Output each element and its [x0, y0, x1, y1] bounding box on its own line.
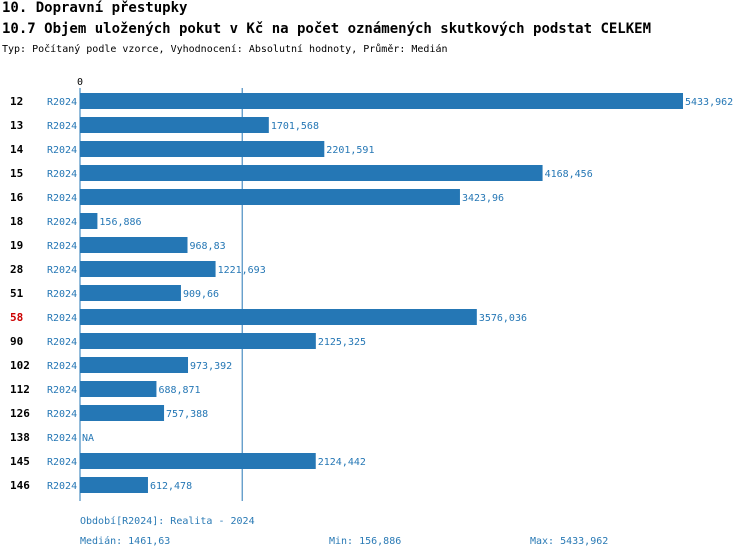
category-label: 18 [10, 215, 23, 228]
category-label: 12 [10, 95, 23, 108]
category-label: 145 [10, 455, 30, 468]
series-label: R2024 [47, 241, 77, 252]
chart-title: 10.7 Objem uložených pokut v Kč na počet… [2, 21, 652, 37]
series-label: R2024 [47, 409, 77, 420]
bar [80, 477, 148, 493]
series-label: R2024 [47, 457, 77, 468]
category-label: 102 [10, 359, 30, 372]
series-label: R2024 [47, 265, 77, 276]
category-label: 16 [10, 191, 24, 204]
category-label: 15 [10, 167, 23, 180]
footer-min: Min: 156,886 [329, 536, 402, 547]
x-axis-zero-label: 0 [77, 77, 83, 88]
bar [80, 213, 98, 229]
bar [80, 117, 269, 133]
series-label: R2024 [47, 193, 77, 204]
data-label: 1701,568 [271, 121, 319, 132]
bar [80, 93, 683, 109]
bar [80, 309, 477, 325]
category-label: 138 [10, 431, 30, 444]
data-label: 688,871 [158, 385, 200, 396]
series-label: R2024 [47, 481, 77, 492]
data-label: 757,388 [166, 409, 208, 420]
data-label: 909,66 [183, 289, 219, 300]
data-label: 2201,591 [326, 145, 374, 156]
data-label: 4168,456 [545, 169, 593, 180]
data-label: 2125,325 [318, 337, 366, 348]
series-label: R2024 [47, 361, 77, 372]
bar [80, 141, 325, 157]
category-label: 90 [10, 335, 23, 348]
category-label: 13 [10, 119, 23, 132]
series-label: R2024 [47, 433, 77, 444]
footer-period: Období[R2024]: Realita - 2024 [80, 516, 255, 527]
bar [80, 405, 165, 421]
footer-max: Max: 5433,962 [530, 536, 609, 547]
chart-meta: Typ: Počítaný podle vzorce, Vyhodnocení:… [2, 44, 448, 55]
series-label: R2024 [47, 121, 77, 132]
data-label: 3423,96 [462, 193, 504, 204]
data-label: 968,83 [190, 241, 226, 252]
series-label: R2024 [47, 217, 77, 228]
bar [80, 285, 181, 301]
category-label: 28 [10, 263, 23, 276]
data-label: 5433,962 [685, 97, 733, 108]
data-label: 3576,036 [479, 313, 527, 324]
series-label: R2024 [47, 337, 77, 348]
bar [80, 333, 316, 349]
series-label: R2024 [47, 289, 77, 300]
category-label: 19 [10, 239, 23, 252]
data-label: 1221,693 [218, 265, 266, 276]
bar [80, 237, 188, 253]
data-label: NA [82, 433, 94, 444]
bar [80, 357, 189, 373]
footer-median: Medián: 1461,63 [80, 536, 171, 547]
data-label: 612,478 [150, 481, 192, 492]
category-label: 14 [10, 143, 24, 156]
series-label: R2024 [47, 169, 77, 180]
category-label: 51 [10, 287, 24, 300]
bar [80, 165, 543, 181]
bar [80, 261, 216, 277]
series-label: R2024 [47, 385, 77, 396]
category-label: 126 [10, 407, 30, 420]
data-label: 973,392 [190, 361, 232, 372]
data-label: 156,886 [99, 217, 141, 228]
page-title: 10. Dopravní přestupky [2, 0, 188, 16]
series-label: R2024 [47, 97, 77, 108]
category-label: 112 [10, 383, 30, 396]
series-label: R2024 [47, 313, 77, 324]
data-label: 2124,442 [318, 457, 366, 468]
category-label: 146 [10, 479, 30, 492]
category-label: 58 [10, 311, 23, 324]
bar [80, 453, 316, 469]
series-label: R2024 [47, 145, 77, 156]
bar [80, 381, 157, 397]
bar [80, 189, 460, 205]
